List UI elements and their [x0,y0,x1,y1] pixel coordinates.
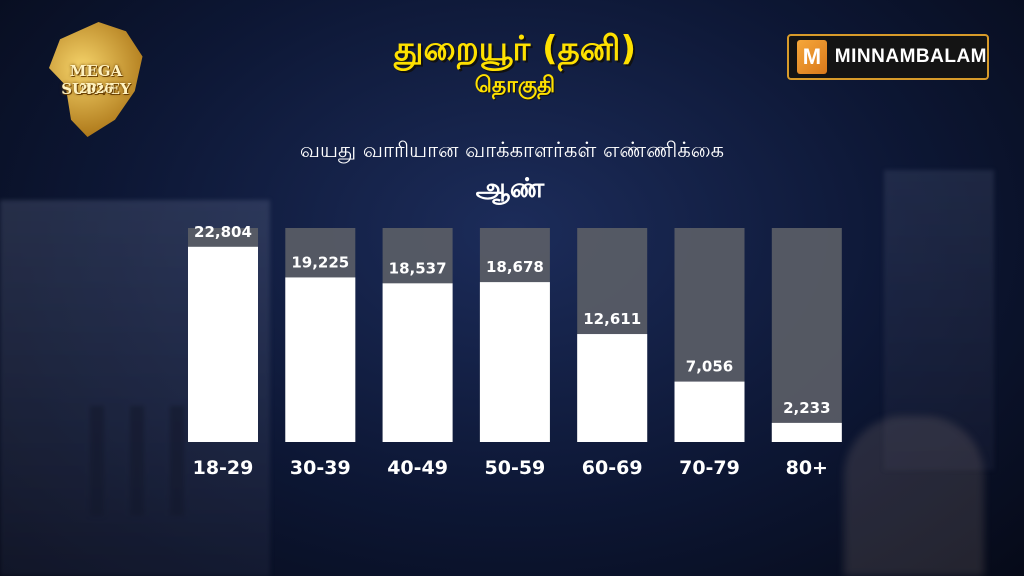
bar-30-39 [285,277,356,442]
logo-text: MEGA SURVEY [61,62,131,98]
category-label: 18-29 [193,457,254,479]
category-label: 40-49 [387,457,448,479]
data-label: 19,225 [291,253,349,271]
bar-18-29 [188,246,258,442]
chart-heading: வயது வாரியான வாக்காளர்கள் எண்ணிக்கை [299,138,725,162]
mega-survey-logo: MEGA SURVEY 2026 [38,22,148,137]
bar-50-59 [479,282,550,442]
data-label: 12,611 [583,310,641,328]
bar-60-69 [577,334,648,442]
building-column [90,406,104,516]
data-label: 7,056 [686,358,733,376]
gender-label: ஆண் [475,173,545,204]
minnambalam-logo-icon: M [797,40,827,74]
brand-name: MINNAMBALAM [834,46,987,67]
constituency-subtitle: தொகுதி [474,73,556,98]
data-label: 22,804 [194,223,252,241]
data-label: 18,678 [486,258,544,276]
data-label: 18,537 [389,259,447,277]
bar-80+ [771,422,842,442]
category-label: 60-69 [582,457,643,479]
data-label: 2,233 [783,399,830,417]
bar-track [771,228,842,442]
bar-40-49 [382,283,453,442]
category-label: 30-39 [290,457,351,479]
building-column [130,406,144,516]
background-hand [844,416,984,576]
category-label: 80+ [786,457,828,479]
bar-70-79 [674,381,745,442]
building-column [170,406,184,516]
background-temple-tower [884,170,994,470]
minnambalam-brand: M MINNAMBALAM [787,34,989,80]
category-label: 70-79 [679,457,740,479]
category-label: 50-59 [485,457,546,479]
logo-year: 2026 [79,82,113,96]
constituency-title: துறையூர் (தனி) [393,29,636,69]
